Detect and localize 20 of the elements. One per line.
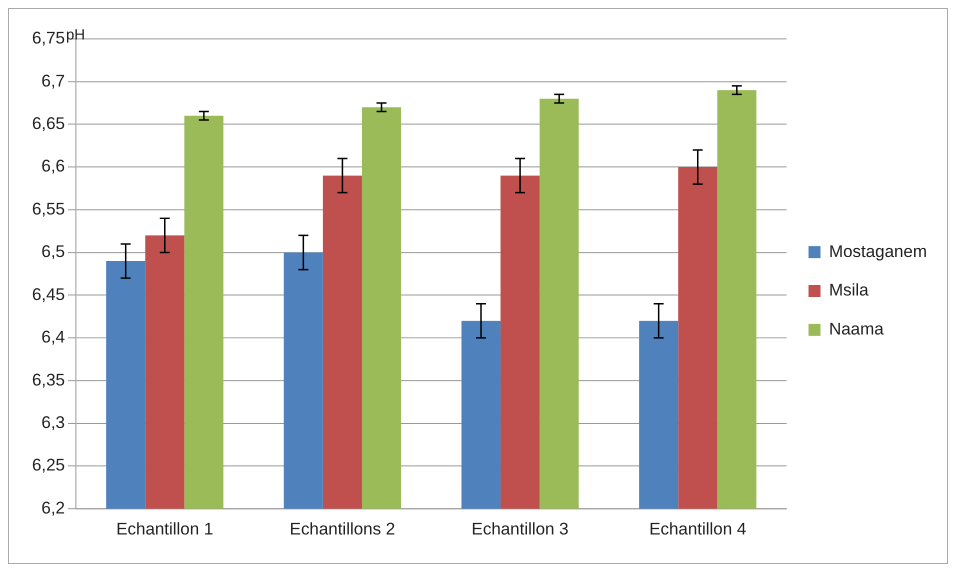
y-tick-label: 6,4: [41, 328, 65, 347]
y-tick-label: 6,45: [32, 284, 65, 304]
y-tick-label: 6,75: [32, 28, 65, 48]
y-tick-label: 6,5: [41, 242, 65, 262]
y-tick-label: 6,65: [32, 114, 65, 133]
y-tick-label: 6,2: [41, 498, 65, 518]
x-tick-label: Echantillon 4: [649, 520, 746, 539]
x-tick-label: Echantillons 2: [290, 520, 396, 539]
y-tick-label: 6,35: [32, 370, 65, 390]
y-tick-label: 6,25: [32, 456, 65, 475]
x-tick-label: Echantillon 1: [116, 520, 214, 539]
y-tick-label: 6,6: [41, 156, 65, 176]
x-tick-label: Echantillon 3: [472, 520, 569, 539]
y-tick-label: 6,3: [41, 413, 65, 432]
y-axis-title: pH: [66, 26, 86, 44]
y-tick-label: 6,7: [41, 71, 65, 90]
legend-label: Mostaganem: [828, 242, 927, 261]
y-tick-label: 6,55: [32, 199, 65, 218]
legend-label: Msila: [828, 280, 870, 300]
legend-label: Naama: [828, 320, 884, 339]
